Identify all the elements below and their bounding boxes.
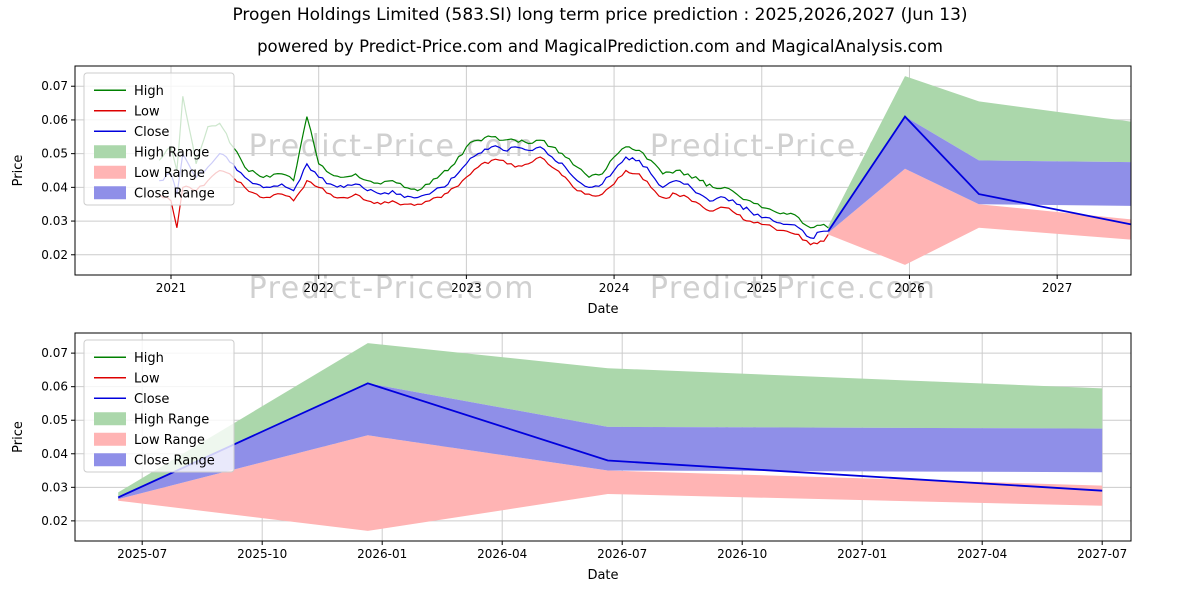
legend-item-label: Close Range [134,186,215,201]
low-range-band [828,168,1131,265]
x-tick-label: 2027-07 [1077,547,1127,561]
y-tick-label: 0.06 [41,113,68,127]
legend: High Low Close High Range Low Range Close Ran… [83,72,235,206]
y-tick-label: 0.05 [41,413,68,427]
legend-item-label: High [134,84,164,99]
close-history-line [159,145,829,240]
legend-item-label: High Range [134,145,209,160]
svg-text:Predict-Price.com: Predict-Price.com [249,271,535,306]
y-tick-label: 0.06 [41,380,68,394]
legend: High Low Close High Range Low Range Close Ran… [83,339,235,473]
high-range-band [828,76,1131,232]
x-tick-label: 2026 [894,281,925,295]
x-tick-label: 2026-01 [357,547,407,561]
x-tick-label: 2026-10 [717,547,767,561]
legend-swatch-patch [94,165,126,179]
x-tick-label: 2026-04 [477,547,527,561]
prediction-detail-chart: Predict-Price.comPredict-Price.com2025-0… [11,332,1132,583]
legend-item-label: High [134,351,164,366]
legend-item-label: Low [134,104,160,119]
x-tick-label: 2024 [599,281,630,295]
page-subtitle: powered by Predict-Price.com and Magical… [257,37,943,56]
low-history-line [158,156,829,246]
y-tick-label: 0.04 [41,180,68,194]
y-tick-label: 0.02 [41,248,68,262]
legend-item-label: High Range [134,412,209,427]
close-range-band [828,116,1131,233]
axes: 2025-07 2025-10 2026-01 2026-04 2026-07 2026-… [41,346,1127,561]
plot-border [74,332,1132,542]
legend-swatch-patch [94,412,126,426]
legend-item-label: Close [134,392,169,407]
x-tick-label: 2027-04 [957,547,1007,561]
page-title: Progen Holdings Limited (583.SI) long te… [232,5,968,25]
high-history-line [158,96,829,229]
y-tick-label: 0.05 [41,147,68,161]
legend-swatch-patch [94,186,126,200]
x-axis-label: Date [587,568,618,583]
close-prediction-line [117,382,1103,499]
y-axis-label: Price [11,155,26,187]
legend-item-label: Close [134,125,169,140]
y-axis-label: Price [11,421,26,453]
y-tick-label: 0.07 [41,79,68,93]
svg-text:Predict-Price.com: Predict-Price.com [249,129,535,164]
legend-swatch-patch [94,432,126,446]
y-tick-label: 0.02 [41,514,68,528]
low-range-band [118,435,1103,531]
x-tick-label: 2025-10 [237,547,287,561]
legend-item-label: Low Range [134,433,205,448]
legend-item-label: Low Range [134,166,205,181]
axes: 2021 2022 2023 2024 2025 2026 2027 0.02 0.03 0.04… [41,79,1072,295]
y-tick-label: 0.04 [41,447,68,461]
x-tick-label: 2022 [303,281,334,295]
legend-swatch-patch [94,145,126,159]
y-tick-label: 0.07 [41,346,68,360]
svg-text:Predict-Price.com: Predict-Price.com [650,271,936,306]
legend-item-label: Close Range [134,453,215,468]
x-tick-label: 2023 [451,281,482,295]
plot-border [74,65,1132,276]
x-tick-label: 2027 [1042,281,1073,295]
y-tick-label: 0.03 [41,480,68,494]
x-tick-label: 2021 [156,281,187,295]
x-tick-label: 2025 [746,281,777,295]
y-tick-label: 0.03 [41,214,68,228]
x-tick-label: 2025-07 [117,547,167,561]
close-range-band [118,383,1103,500]
high-range-band [118,343,1103,498]
x-axis-label: Date [587,302,618,317]
legend-swatch-patch [94,453,126,467]
x-tick-label: 2027-01 [837,547,887,561]
close-prediction-line [827,115,1132,232]
x-tick-label: 2026-07 [597,547,647,561]
price-history-chart: Predict-Price.com Predict-Price.com Predic… [11,65,1132,317]
legend-item-label: Low [134,371,160,386]
